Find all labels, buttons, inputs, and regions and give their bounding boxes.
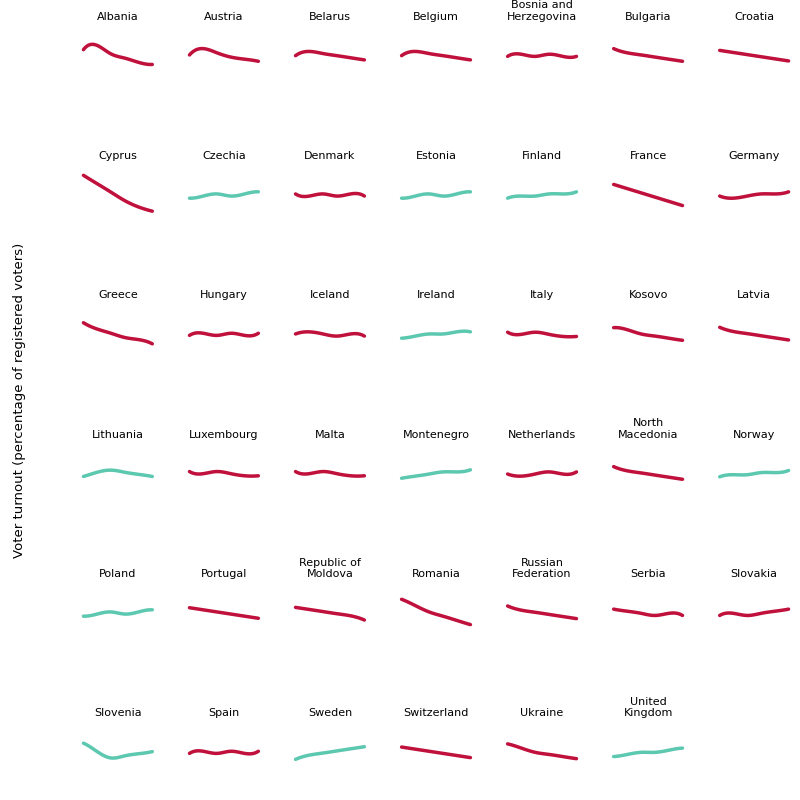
Title: Russian
Federation: Russian Federation: [512, 558, 572, 579]
Title: United
Kingdom: United Kingdom: [623, 697, 673, 718]
Title: Bosnia and
Herzegovina: Bosnia and Herzegovina: [507, 0, 577, 22]
Title: Estonia: Estonia: [415, 151, 457, 161]
Title: Belgium: Belgium: [413, 12, 459, 22]
Title: France: France: [630, 151, 666, 161]
Title: Spain: Spain: [208, 709, 239, 718]
Title: Iceland: Iceland: [310, 290, 350, 301]
Title: Ukraine: Ukraine: [521, 709, 564, 718]
Title: Greece: Greece: [98, 290, 138, 301]
Title: Romania: Romania: [411, 569, 461, 579]
Text: Voter turnout (percentage of registered voters): Voter turnout (percentage of registered …: [14, 242, 26, 558]
Title: Republic of
Moldova: Republic of Moldova: [299, 558, 361, 579]
Title: Bulgaria: Bulgaria: [625, 12, 671, 22]
Title: Lithuania: Lithuania: [92, 430, 144, 440]
Title: Switzerland: Switzerland: [403, 709, 469, 718]
Title: Denmark: Denmark: [304, 151, 356, 161]
Title: Slovenia: Slovenia: [94, 709, 142, 718]
Title: Finland: Finland: [522, 151, 562, 161]
Title: Albania: Albania: [97, 12, 138, 22]
Title: Malta: Malta: [314, 430, 346, 440]
Title: Ireland: Ireland: [417, 290, 455, 301]
Title: Belarus: Belarus: [309, 12, 351, 22]
Title: Luxembourg: Luxembourg: [189, 430, 258, 440]
Title: North
Macedonia: North Macedonia: [618, 418, 678, 440]
Title: Cyprus: Cyprus: [98, 151, 138, 161]
Title: Kosovo: Kosovo: [628, 290, 668, 301]
Title: Croatia: Croatia: [734, 12, 774, 22]
Title: Poland: Poland: [99, 569, 137, 579]
Title: Hungary: Hungary: [200, 290, 248, 301]
Title: Sweden: Sweden: [308, 709, 352, 718]
Title: Czechia: Czechia: [202, 151, 246, 161]
Title: Netherlands: Netherlands: [508, 430, 576, 440]
Title: Norway: Norway: [733, 430, 775, 440]
Title: Montenegro: Montenegro: [402, 430, 470, 440]
Title: Italy: Italy: [530, 290, 554, 301]
Title: Germany: Germany: [729, 151, 780, 161]
Title: Slovakia: Slovakia: [730, 569, 778, 579]
Title: Portugal: Portugal: [201, 569, 247, 579]
Title: Serbia: Serbia: [630, 569, 666, 579]
Title: Austria: Austria: [204, 12, 244, 22]
Title: Latvia: Latvia: [737, 290, 771, 301]
